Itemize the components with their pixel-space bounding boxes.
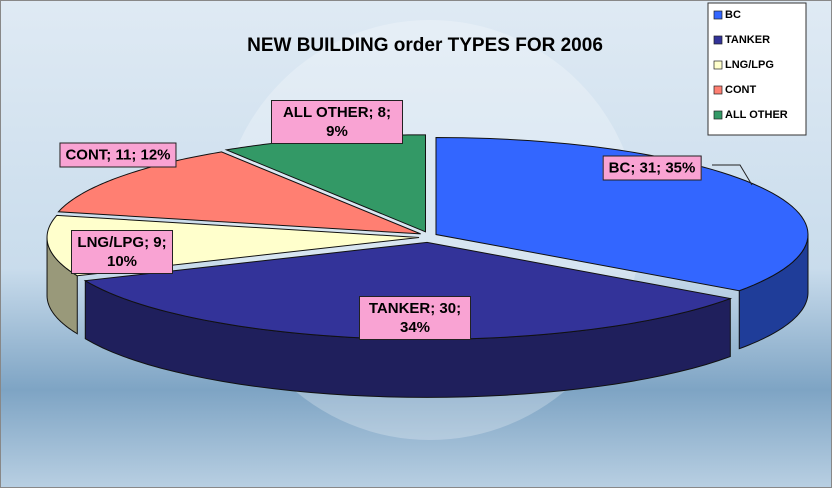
legend-swatch bbox=[713, 10, 723, 20]
legend-swatch bbox=[713, 60, 723, 70]
chart-title: NEW BUILDING order TYPES FOR 2006 bbox=[247, 35, 603, 56]
legend-label: ALL OTHER bbox=[725, 109, 788, 121]
data-label: CONT; 11; 12% bbox=[59, 142, 177, 168]
data-label: LNG/LPG; 9; 10% bbox=[71, 230, 173, 274]
data-label: ALL OTHER; 8; 9% bbox=[271, 100, 403, 144]
legend-label: LNG/LPG bbox=[725, 59, 774, 71]
slice bbox=[435, 137, 809, 292]
data-label: BC; 31; 35% bbox=[602, 155, 702, 181]
legend-swatch bbox=[713, 110, 723, 120]
legend-label: TANKER bbox=[725, 34, 770, 46]
legend-swatch bbox=[713, 35, 723, 45]
legend bbox=[707, 2, 807, 136]
legend-swatch bbox=[713, 85, 723, 95]
leader-line bbox=[712, 164, 753, 186]
data-label: TANKER; 30; 34% bbox=[359, 296, 471, 340]
slice bbox=[57, 151, 421, 235]
legend-label: CONT bbox=[725, 84, 756, 96]
legend-label: BC bbox=[725, 9, 741, 21]
